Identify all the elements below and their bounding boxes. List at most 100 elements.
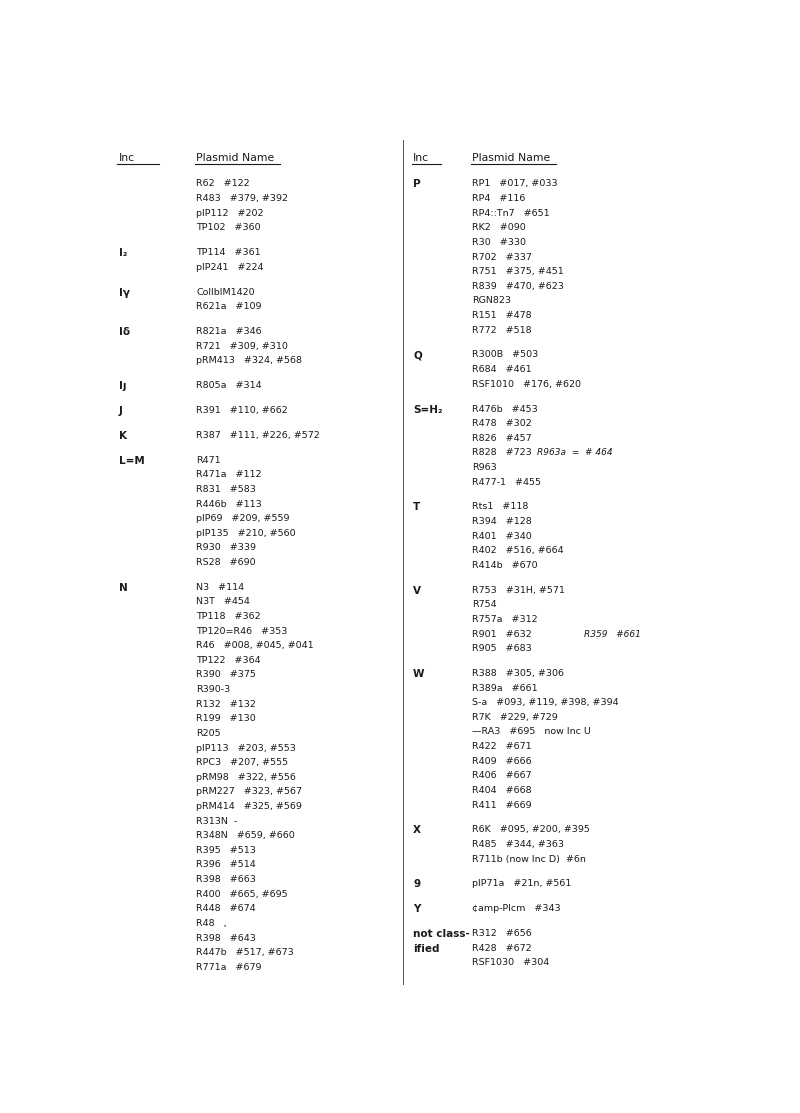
Text: R390   #375: R390 #375 [196, 670, 256, 680]
Text: K: K [118, 431, 126, 441]
Text: RP4::Tn7   #651: RP4::Tn7 #651 [472, 208, 550, 218]
Text: R30   #330: R30 #330 [472, 238, 526, 247]
Text: R300B   #503: R300B #503 [472, 351, 538, 359]
Text: N3   #114: N3 #114 [196, 583, 244, 592]
Text: R422   #671: R422 #671 [472, 742, 532, 751]
Text: R477-1   #455: R477-1 #455 [472, 477, 541, 486]
Text: L=M: L=M [118, 455, 144, 465]
Text: pRM98   #322, #556: pRM98 #322, #556 [196, 772, 296, 781]
Text: R757a   #312: R757a #312 [472, 615, 538, 624]
Text: J: J [118, 406, 122, 416]
Text: pIP71a   #21n, #561: pIP71a #21n, #561 [472, 879, 571, 888]
Text: R395   #513: R395 #513 [196, 846, 256, 855]
Text: R390-3: R390-3 [196, 686, 230, 695]
Text: 9: 9 [413, 879, 420, 889]
Text: R398   #663: R398 #663 [196, 875, 256, 884]
Text: R684   #461: R684 #461 [472, 365, 532, 374]
Text: R387   #111, #226, #572: R387 #111, #226, #572 [196, 431, 320, 440]
Text: R771a   #679: R771a #679 [196, 963, 262, 972]
Text: R721   #309, #310: R721 #309, #310 [196, 342, 288, 351]
Text: TP114   #361: TP114 #361 [196, 248, 261, 257]
Text: Y: Y [413, 905, 421, 915]
Text: R402   #516, #664: R402 #516, #664 [472, 546, 564, 555]
Text: R313N  -: R313N - [196, 817, 238, 826]
Text: R400   #665, #695: R400 #665, #695 [196, 889, 288, 898]
Text: R396   #514: R396 #514 [196, 860, 256, 869]
Text: R963: R963 [472, 463, 497, 472]
Text: R348N   #659, #660: R348N #659, #660 [196, 831, 295, 840]
Text: R394   #128: R394 #128 [472, 518, 532, 526]
Text: R398   #643: R398 #643 [196, 934, 256, 943]
Text: P: P [413, 179, 421, 189]
Text: Inc: Inc [118, 154, 134, 164]
Text: Q: Q [413, 351, 422, 361]
Text: W: W [413, 669, 425, 679]
Text: R839   #470, #623: R839 #470, #623 [472, 282, 564, 290]
Text: R621a   #109: R621a #109 [196, 303, 262, 312]
Text: R905   #683: R905 #683 [472, 644, 532, 653]
Text: R485   #344, #363: R485 #344, #363 [472, 840, 564, 849]
Text: ified: ified [413, 944, 440, 954]
Text: ¢amp-Plcm   #343: ¢amp-Plcm #343 [472, 905, 561, 914]
Text: R414b   #670: R414b #670 [472, 561, 538, 570]
Text: R711b (now Inc D)  #6n: R711b (now Inc D) #6n [472, 855, 586, 864]
Text: R471: R471 [196, 455, 221, 464]
Text: S-a   #093, #119, #398, #394: S-a #093, #119, #398, #394 [472, 698, 618, 707]
Text: S=H₂: S=H₂ [413, 404, 442, 414]
Text: pIP113   #203, #553: pIP113 #203, #553 [196, 743, 296, 752]
Text: X: X [413, 826, 421, 836]
Text: R828   #723: R828 #723 [472, 449, 532, 457]
Text: R151   #478: R151 #478 [472, 311, 532, 319]
Text: R199   #130: R199 #130 [196, 715, 256, 723]
Text: R428   #672: R428 #672 [472, 944, 532, 953]
Text: TP120=R46   #353: TP120=R46 #353 [196, 627, 287, 636]
Text: R831   #583: R831 #583 [196, 485, 256, 494]
Text: R805a   #314: R805a #314 [196, 381, 262, 391]
Text: ColIbIM1420: ColIbIM1420 [196, 287, 254, 296]
Text: R62   #122: R62 #122 [196, 179, 250, 188]
Text: R772   #518: R772 #518 [472, 326, 532, 335]
Text: pIP241   #224: pIP241 #224 [196, 263, 264, 272]
Text: not class-: not class- [413, 929, 470, 939]
Text: R448   #674: R448 #674 [196, 905, 256, 914]
Text: N3T   #454: N3T #454 [196, 598, 250, 607]
Text: R48   ,: R48 , [196, 919, 226, 928]
Text: R702   #337: R702 #337 [472, 253, 532, 262]
Text: R963a  =  # 464: R963a = # 464 [537, 449, 613, 457]
Text: I₂: I₂ [118, 248, 127, 258]
Text: R132   #132: R132 #132 [196, 700, 256, 709]
Text: RSF1010   #176, #620: RSF1010 #176, #620 [472, 380, 581, 388]
Text: R389a   #661: R389a #661 [472, 683, 538, 692]
Text: RS28   #690: RS28 #690 [196, 558, 256, 567]
Text: R478   #302: R478 #302 [472, 420, 532, 429]
Text: Rts1   #118: Rts1 #118 [472, 502, 528, 512]
Text: R751   #375, #451: R751 #375, #451 [472, 267, 564, 276]
Text: RGN823: RGN823 [472, 296, 511, 305]
Text: Inc: Inc [413, 154, 430, 164]
Text: TP118   #362: TP118 #362 [196, 612, 261, 621]
Text: Iδ: Iδ [118, 327, 130, 337]
Text: RSF1030   #304: RSF1030 #304 [472, 958, 550, 967]
Text: pRM413   #324, #568: pRM413 #324, #568 [196, 356, 302, 365]
Text: pIP112   #202: pIP112 #202 [196, 208, 264, 218]
Text: R46   #008, #045, #041: R46 #008, #045, #041 [196, 641, 314, 650]
Text: R753   #31H, #571: R753 #31H, #571 [472, 585, 565, 594]
Text: R821a   #346: R821a #346 [196, 327, 262, 336]
Text: pIP69   #209, #559: pIP69 #209, #559 [196, 514, 290, 523]
Text: RP1   #017, #033: RP1 #017, #033 [472, 179, 558, 188]
Text: R312   #656: R312 #656 [472, 929, 532, 938]
Text: Plasmid Name: Plasmid Name [196, 154, 274, 164]
Text: R391   #110, #662: R391 #110, #662 [196, 406, 288, 415]
Text: R404   #668: R404 #668 [472, 786, 532, 795]
Text: Iγ: Iγ [118, 287, 130, 297]
Text: N: N [118, 583, 127, 593]
Text: R446b   #113: R446b #113 [196, 500, 262, 509]
Text: pIP135   #210, #560: pIP135 #210, #560 [196, 529, 296, 538]
Text: TP122   #364: TP122 #364 [196, 656, 261, 664]
Text: Iȷ: Iȷ [118, 381, 126, 391]
Text: R359   #661: R359 #661 [584, 630, 641, 639]
Text: R411   #669: R411 #669 [472, 800, 532, 809]
Text: T: T [413, 502, 420, 512]
Text: RP4   #116: RP4 #116 [472, 194, 526, 203]
Text: R483   #379, #392: R483 #379, #392 [196, 194, 288, 203]
